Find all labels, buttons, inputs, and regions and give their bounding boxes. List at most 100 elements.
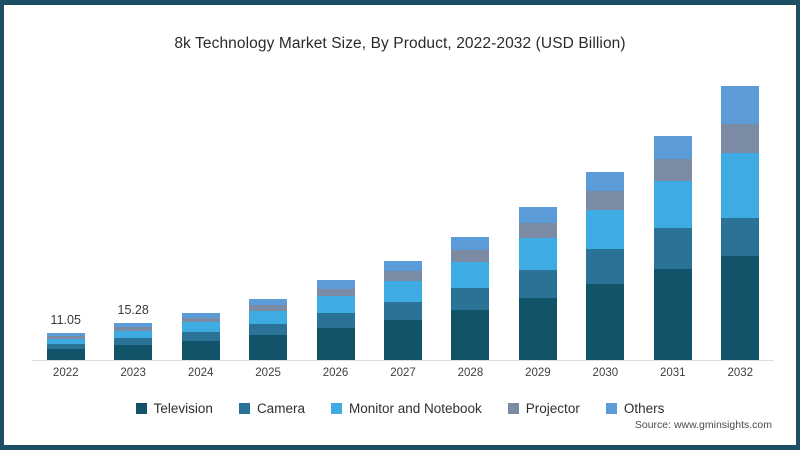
legend-label: Monitor and Notebook xyxy=(348,401,482,416)
bar-segment-others[interactable] xyxy=(653,135,692,159)
bar-segment-camera[interactable] xyxy=(451,287,490,311)
stacked-bar[interactable] xyxy=(721,86,760,360)
stacked-bar[interactable] xyxy=(518,207,557,360)
legend-swatch-icon xyxy=(605,403,617,414)
bar-segment-others[interactable] xyxy=(181,312,220,318)
bar-segment-television[interactable] xyxy=(383,320,422,360)
bar-group[interactable] xyxy=(234,83,301,360)
legend-item-camera[interactable]: Camera xyxy=(238,401,305,416)
legend-swatch-icon xyxy=(330,403,342,414)
bar-segment-others[interactable] xyxy=(518,207,557,223)
bar-segment-others[interactable] xyxy=(46,333,85,337)
legend-item-others[interactable]: Others xyxy=(605,401,664,416)
bar-segment-projector[interactable] xyxy=(586,191,625,210)
bar-group[interactable]: 11.05 xyxy=(32,83,99,360)
bar-segment-camera[interactable] xyxy=(316,313,355,329)
plot-area: 11.05 15.28 xyxy=(32,83,774,361)
bar-segment-television[interactable] xyxy=(721,256,760,360)
bar-segment-camera[interactable] xyxy=(518,269,557,299)
bar-group[interactable] xyxy=(369,83,436,360)
legend-item-projector[interactable]: Projector xyxy=(507,401,580,416)
bar-segment-monitor-and-notebook[interactable] xyxy=(383,280,422,302)
x-axis-tick-2029: 2029 xyxy=(525,367,551,379)
x-axis-tick-2028: 2028 xyxy=(457,367,484,379)
x-axis-tick-2032: 2032 xyxy=(727,367,754,379)
chart-legend: Television Camera Monitor and Notebook Proj… xyxy=(4,401,796,416)
bar-segment-television[interactable] xyxy=(518,298,557,360)
bar-segment-projector[interactable] xyxy=(721,123,760,153)
bar-segment-television[interactable] xyxy=(316,328,355,360)
bar-group[interactable] xyxy=(302,83,369,360)
bar-segment-monitor-and-notebook[interactable] xyxy=(721,152,760,218)
bar-segment-television[interactable] xyxy=(249,335,288,360)
bar-segment-projector[interactable] xyxy=(451,249,490,262)
bar-segment-camera[interactable] xyxy=(383,301,422,321)
bar-segment-monitor-and-notebook[interactable] xyxy=(181,322,220,333)
bar-group[interactable] xyxy=(437,83,504,360)
bar-segment-projector[interactable] xyxy=(46,336,85,339)
bar-segment-camera[interactable] xyxy=(114,338,153,346)
bar-segment-television[interactable] xyxy=(653,269,692,360)
bar-segment-others[interactable] xyxy=(316,280,355,289)
bar-segment-others[interactable] xyxy=(721,86,760,124)
bar-segment-camera[interactable] xyxy=(653,227,692,270)
source-attribution: Source: www.gminsights.com xyxy=(634,419,772,431)
bar-segment-others[interactable] xyxy=(451,237,490,250)
bar-segment-television[interactable] xyxy=(181,341,220,360)
bar-segment-monitor-and-notebook[interactable] xyxy=(653,180,692,228)
bar-group[interactable] xyxy=(639,83,706,360)
bar-segment-projector[interactable] xyxy=(383,271,422,281)
bar-segment-television[interactable] xyxy=(586,283,625,360)
x-axis-line xyxy=(32,360,774,361)
bar-segment-projector[interactable] xyxy=(249,304,288,311)
bar-segment-projector[interactable] xyxy=(181,317,220,323)
stacked-bar[interactable] xyxy=(114,323,153,360)
bar-segment-monitor-and-notebook[interactable] xyxy=(518,237,557,270)
stacked-bar[interactable] xyxy=(316,280,355,360)
stacked-bar[interactable] xyxy=(653,135,692,360)
bar-segment-projector[interactable] xyxy=(518,222,557,238)
bar-segment-others[interactable] xyxy=(383,260,422,272)
x-axis-tick-2030: 2030 xyxy=(592,367,619,379)
stacked-bar[interactable] xyxy=(46,333,85,360)
stacked-bar[interactable] xyxy=(249,298,288,360)
bar-segment-camera[interactable] xyxy=(721,217,760,257)
bar-segment-camera[interactable] xyxy=(586,248,625,284)
bar-segment-camera[interactable] xyxy=(249,323,288,336)
legend-item-monitor-and-notebook[interactable]: Monitor and Notebook xyxy=(330,401,482,416)
bar-segment-monitor-and-notebook[interactable] xyxy=(316,296,355,314)
bar-segment-monitor-and-notebook[interactable] xyxy=(249,310,288,324)
bar-group[interactable]: 15.28 xyxy=(99,83,166,360)
stacked-bar[interactable] xyxy=(586,171,625,360)
bar-segment-others[interactable] xyxy=(586,171,625,192)
bar-segment-others[interactable] xyxy=(249,298,288,305)
bar-segment-monitor-and-notebook[interactable] xyxy=(114,330,153,339)
legend-item-television[interactable]: Television xyxy=(135,401,213,416)
legend-label: Projector xyxy=(525,401,580,416)
bar-segment-monitor-and-notebook[interactable] xyxy=(586,209,625,249)
bar-group[interactable] xyxy=(707,83,774,360)
stacked-bar[interactable] xyxy=(181,312,220,360)
legend-swatch-icon xyxy=(135,403,147,414)
bar-segment-projector[interactable] xyxy=(114,326,153,331)
bar-group[interactable] xyxy=(572,83,639,360)
bar-group[interactable] xyxy=(504,83,571,360)
stacked-bar[interactable] xyxy=(383,260,422,360)
bar-segment-monitor-and-notebook[interactable] xyxy=(451,261,490,288)
bar-segment-camera[interactable] xyxy=(46,344,85,350)
bar-segment-camera[interactable] xyxy=(181,332,220,342)
bar-segment-monitor-and-notebook[interactable] xyxy=(46,338,85,345)
x-axis-tick-labels: 2022 2023 2024 2025 2026 2027 2028 2029 2030 2031… xyxy=(32,367,774,387)
x-axis-tick-2026: 2026 xyxy=(322,367,349,379)
bar-segment-projector[interactable] xyxy=(316,288,355,297)
bar-segment-television[interactable] xyxy=(114,345,153,360)
bar-segment-television[interactable] xyxy=(46,349,85,360)
bar-segment-television[interactable] xyxy=(451,310,490,360)
bar-segment-others[interactable] xyxy=(114,323,153,327)
stacked-bar[interactable] xyxy=(451,237,490,360)
bar-segment-projector[interactable] xyxy=(653,158,692,181)
bar-series-container: 11.05 15.28 xyxy=(32,83,774,360)
chart-title: 8k Technology Market Size, By Product, 2… xyxy=(174,35,626,52)
bar-group[interactable] xyxy=(167,83,234,360)
